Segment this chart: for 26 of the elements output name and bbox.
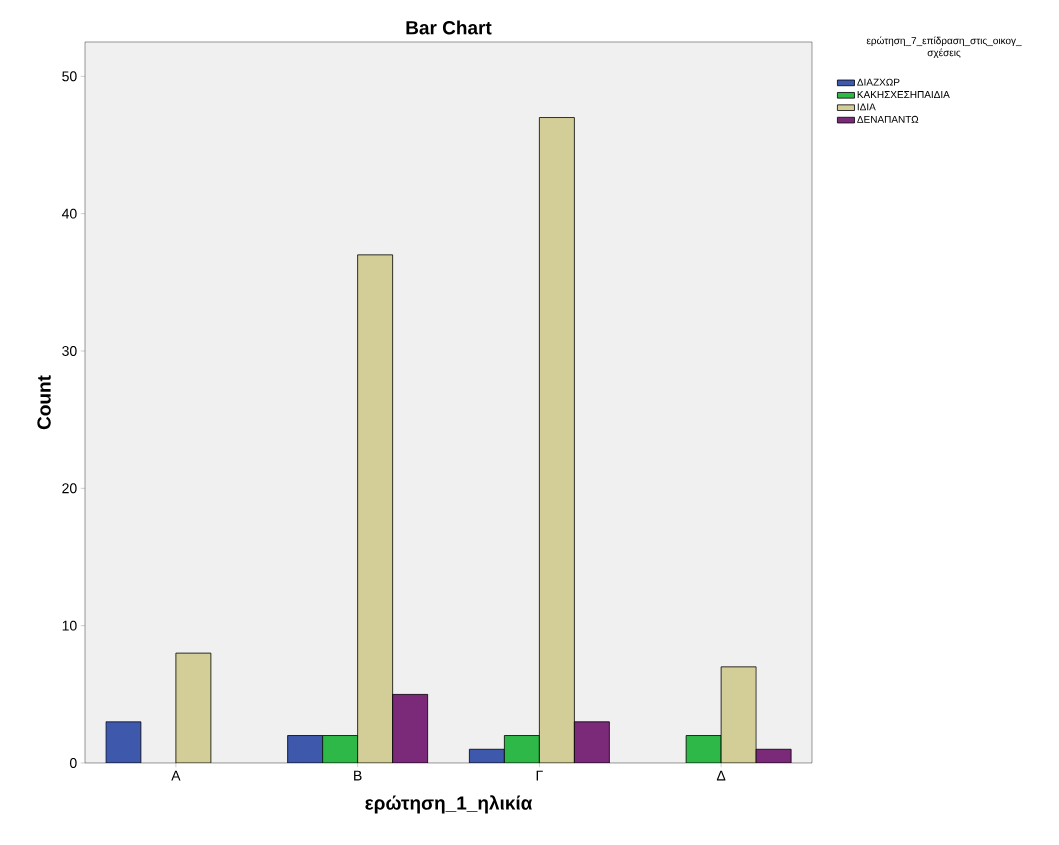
x-tick-label: Α (171, 770, 181, 781)
x-tick-label: Δ (716, 770, 726, 781)
y-tick-label: 20 (62, 483, 77, 494)
legend-label: ΙΔΙΑ (857, 103, 876, 111)
y-tick-label: 30 (62, 346, 77, 356)
x-axis-title: ερώτηση_1_ηλικία (365, 795, 533, 814)
bar (573, 721, 610, 763)
legend-label: ΔΕΝΑΠΑΝΤΩ (857, 115, 919, 123)
legend-title: ερώτηση_7_επίδραση_στις_οικογ_ σχέσεις (866, 36, 1022, 59)
bar (720, 666, 757, 763)
y-tick-label: 40 (61, 208, 77, 219)
bar (357, 254, 394, 763)
y-tick-label: 10 (62, 620, 77, 631)
legend-label: ΚΑΚΗΣΧΕΣΗΠΑΙΔΙΑ (857, 91, 950, 98)
y-axis-title: Count (37, 375, 51, 430)
bar (538, 117, 575, 763)
x-tick-label: Γ (536, 770, 543, 781)
bar (287, 735, 324, 763)
legend-label: ΔΙΑΖΧΩΡ (857, 78, 900, 86)
bar (105, 721, 142, 763)
chart-title: Bar Chart (406, 20, 492, 35)
bar (175, 652, 212, 763)
y-tick-label: 0 (69, 758, 77, 768)
y-tick-label: 50 (62, 71, 77, 82)
bar (392, 693, 429, 763)
x-tick-label: Β (354, 770, 362, 781)
